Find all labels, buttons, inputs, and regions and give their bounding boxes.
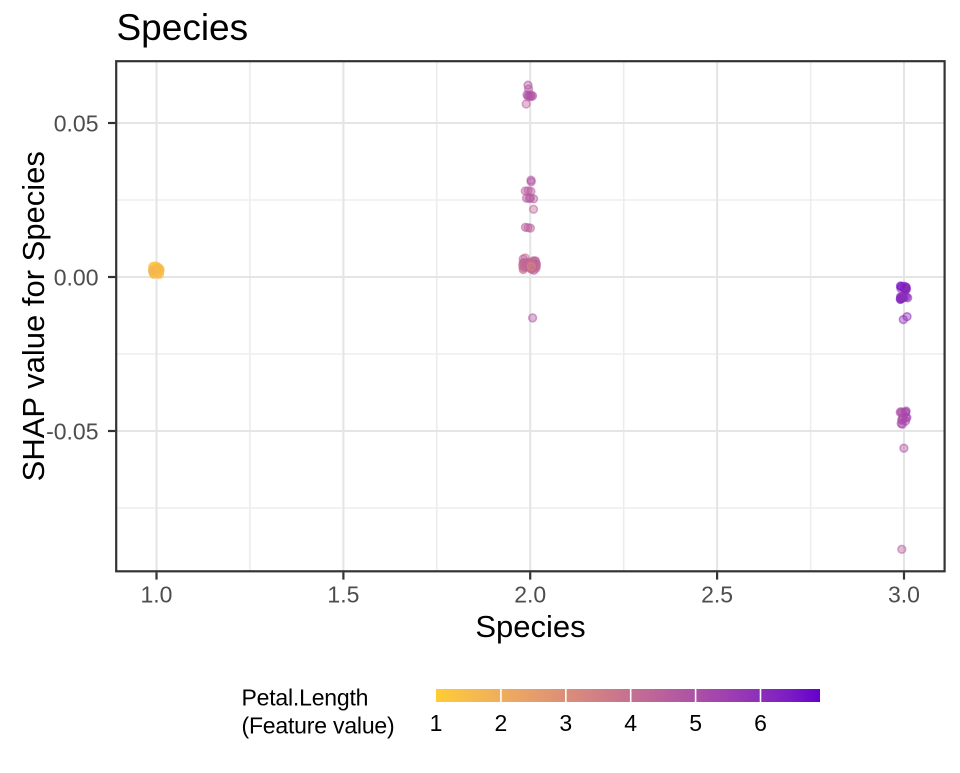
svg-text:2: 2 — [495, 710, 508, 736]
svg-text:0.05: 0.05 — [54, 110, 99, 136]
svg-text:1.0: 1.0 — [141, 582, 173, 608]
svg-text:1: 1 — [430, 710, 443, 736]
svg-text:0.00: 0.00 — [54, 264, 99, 290]
svg-text:1.5: 1.5 — [327, 582, 359, 608]
svg-text:Petal.Length: Petal.Length — [242, 685, 369, 711]
svg-text:SHAP value for Species: SHAP value for Species — [16, 151, 51, 481]
svg-text:4: 4 — [624, 710, 637, 736]
svg-text:3.0: 3.0 — [888, 582, 920, 608]
svg-text:(Feature value): (Feature value) — [242, 713, 395, 739]
svg-text:2.0: 2.0 — [514, 582, 546, 608]
svg-text:-0.05: -0.05 — [46, 418, 98, 444]
svg-text:Species: Species — [475, 609, 585, 644]
svg-text:3: 3 — [559, 710, 572, 736]
svg-text:2.5: 2.5 — [701, 582, 733, 608]
svg-text:6: 6 — [754, 710, 767, 736]
svg-text:Species: Species — [117, 7, 249, 48]
svg-text:5: 5 — [689, 710, 702, 736]
